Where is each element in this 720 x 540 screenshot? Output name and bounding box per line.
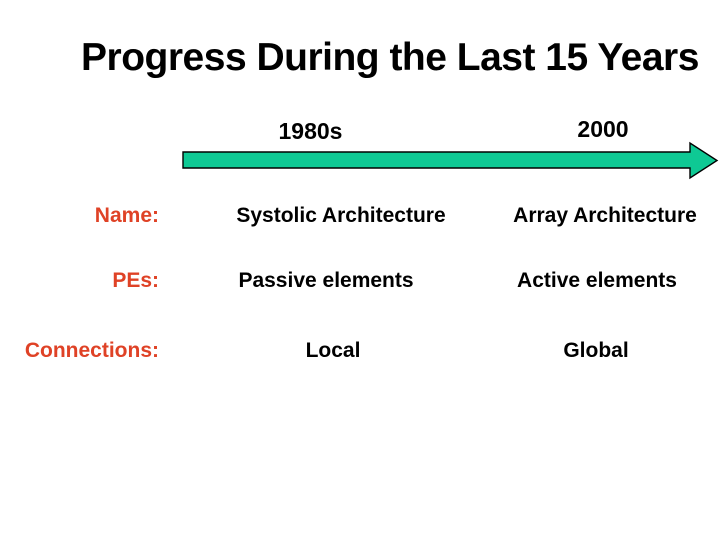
cell-name-2000: Array Architecture: [513, 204, 697, 227]
timeline-arrow-shape: [182, 141, 719, 180]
row-label-connections: Connections:: [24, 339, 159, 362]
row-label-name: Name:: [94, 204, 159, 227]
row-label-pes: PEs:: [112, 269, 159, 292]
cell-pes-1980s: Passive elements: [238, 269, 414, 292]
cell-pes-2000: Active elements: [517, 269, 677, 292]
cell-connections-1980s: Local: [305, 339, 361, 362]
cell-connections-2000: Global: [563, 339, 629, 362]
timeline-end-year-label: 2000: [577, 116, 629, 142]
cell-name-1980s: Systolic Architecture: [236, 204, 446, 227]
timeline-start-year-label: 1980s: [278, 118, 343, 144]
slide-title: Progress During the Last 15 Years: [81, 36, 699, 79]
